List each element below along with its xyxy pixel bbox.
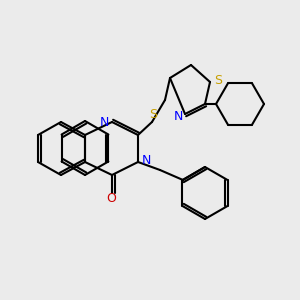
Text: N: N: [141, 154, 151, 167]
Text: O: O: [106, 193, 116, 206]
Text: S: S: [214, 74, 222, 86]
Text: N: N: [99, 116, 109, 128]
Text: S: S: [149, 109, 157, 122]
Text: N: N: [173, 110, 183, 124]
